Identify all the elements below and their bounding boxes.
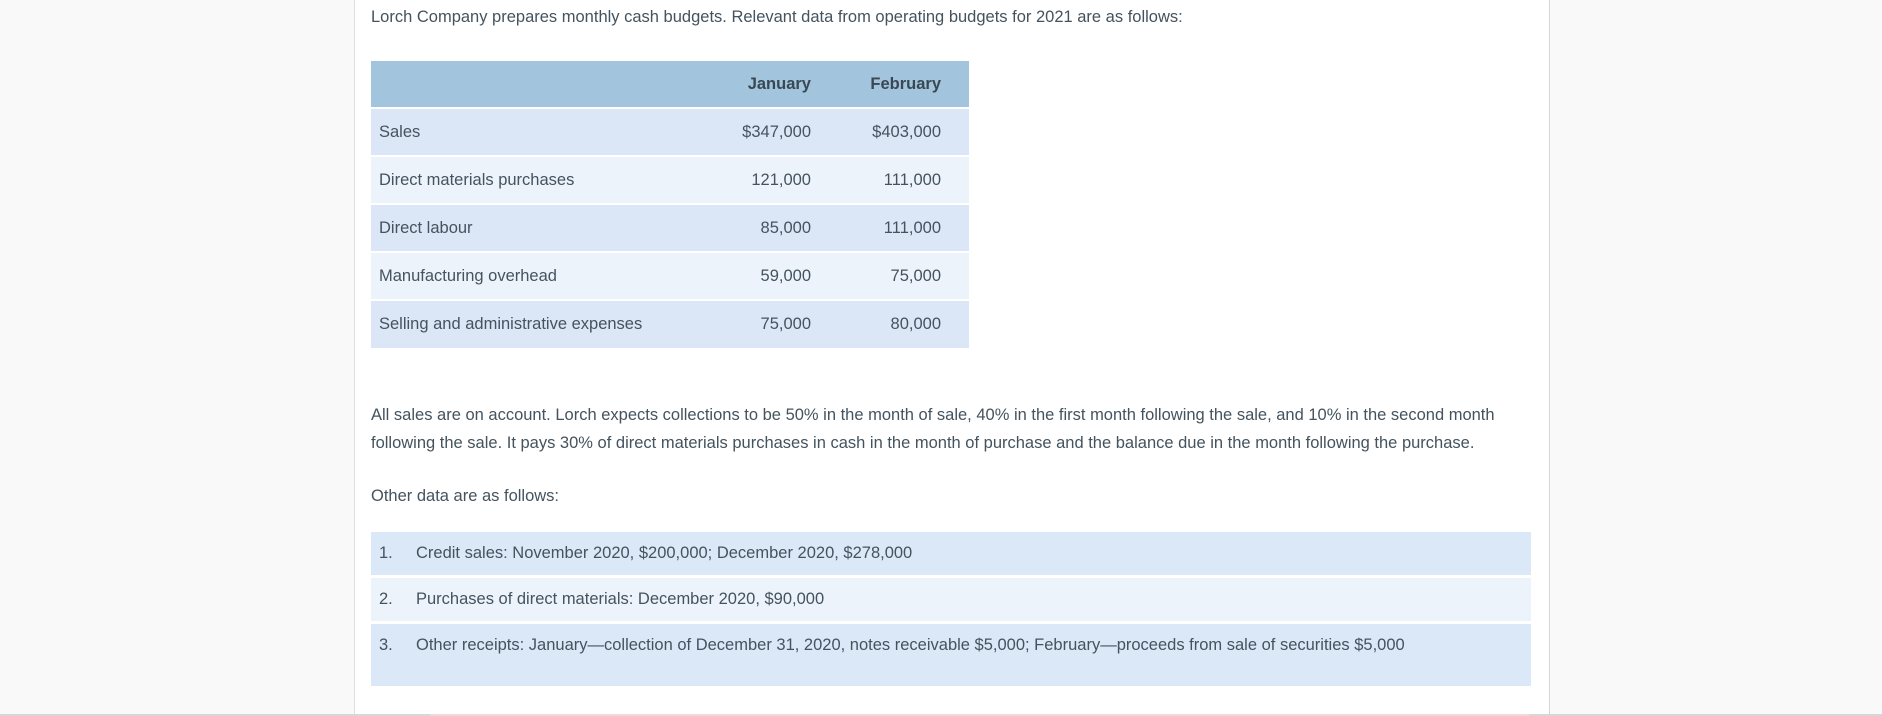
operating-budget-table: January February Sales $347,000 $403,000…: [371, 61, 969, 348]
list-item: 3. Other receipts: January—collection of…: [371, 624, 1531, 686]
budget-table-body: Sales $347,000 $403,000 Direct materials…: [371, 108, 969, 348]
row-label: Selling and administrative expenses: [379, 315, 643, 333]
other-data-label: Other data are as follows:: [371, 487, 560, 505]
row-january-value: 85,000: [760, 218, 811, 237]
other-data-list: 1. Credit sales: November 2020, $200,000…: [371, 532, 1531, 686]
problem-content-panel: Lorch Company prepares monthly cash budg…: [354, 0, 1550, 716]
table-row: Direct labour 85,000 111,000: [371, 204, 969, 252]
intro-text: Lorch Company prepares monthly cash budg…: [371, 8, 1183, 26]
list-item-text: Credit sales: November 2020, $200,000; D…: [416, 544, 913, 562]
row-january-value: 59,000: [760, 266, 811, 285]
table-row: Direct materials purchases 121,000 111,0…: [371, 156, 969, 204]
cut-off-element-strip: [430, 714, 1529, 716]
collections-paragraph: All sales are on account. Lorch expects …: [371, 406, 1495, 452]
list-item-number: 1.: [379, 544, 393, 562]
row-january-value: 121,000: [751, 170, 811, 189]
list-item: 2. Purchases of direct materials: Decemb…: [371, 578, 1531, 621]
table-row: Manufacturing overhead 59,000 75,000: [371, 252, 969, 300]
row-january-value: $347,000: [742, 122, 811, 141]
table-header-row: January February: [371, 61, 969, 108]
row-february-value: 111,000: [883, 218, 941, 237]
row-label: Sales: [379, 122, 421, 141]
row-january-value: 75,000: [760, 315, 811, 333]
list-item: 1. Credit sales: November 2020, $200,000…: [371, 532, 1531, 575]
row-february-value: 111,000: [883, 170, 941, 189]
table-row: Selling and administrative expenses 75,0…: [371, 300, 969, 348]
table-row: Sales $347,000 $403,000: [371, 108, 969, 156]
list-item-text: Other receipts: January—collection of De…: [416, 636, 1405, 654]
row-february-value: $403,000: [872, 122, 941, 141]
row-label: Manufacturing overhead: [379, 266, 557, 285]
list-item-number: 3.: [379, 636, 393, 654]
column-header-january: January: [747, 74, 811, 93]
column-header-february: February: [870, 74, 941, 93]
row-label: Direct labour: [379, 218, 473, 237]
column-header-blank: [371, 61, 681, 108]
row-february-value: 75,000: [890, 266, 941, 285]
list-item-number: 2.: [379, 590, 393, 608]
list-item-text: Purchases of direct materials: December …: [416, 590, 825, 608]
row-february-value: 80,000: [890, 315, 941, 333]
row-label: Direct materials purchases: [379, 170, 575, 189]
